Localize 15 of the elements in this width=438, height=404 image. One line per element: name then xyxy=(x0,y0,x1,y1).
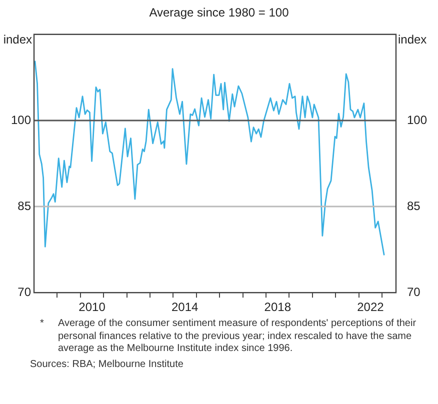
x-tick-label: 2014 xyxy=(171,300,199,314)
y2-tick-label: 85 xyxy=(406,198,421,213)
x-tick-label: 2022 xyxy=(357,300,384,314)
y-axis-title: index xyxy=(3,32,32,47)
y-tick-label: 100 xyxy=(10,112,32,127)
y2-tick-label: 100 xyxy=(406,112,428,127)
x-tick-label: 2018 xyxy=(264,300,292,314)
chart-title: Average since 1980 = 100 xyxy=(149,6,290,20)
y-tick-label: 85 xyxy=(18,198,32,213)
x-tick-label: 2010 xyxy=(78,300,106,314)
text: * Average of the consumer sentiment measure of respondents' perceptions of their personal finances relative to the previous year; index rescaled to have the same average as the Melbourne Institute index since 1996. xyxy=(40,318,416,354)
y2-axis-title: index xyxy=(398,32,427,47)
y-tick-label: 70 xyxy=(18,284,32,299)
source-note: Sources: RBA; Melbourne Institute xyxy=(30,358,184,371)
y2-tick-label: 70 xyxy=(406,284,421,299)
